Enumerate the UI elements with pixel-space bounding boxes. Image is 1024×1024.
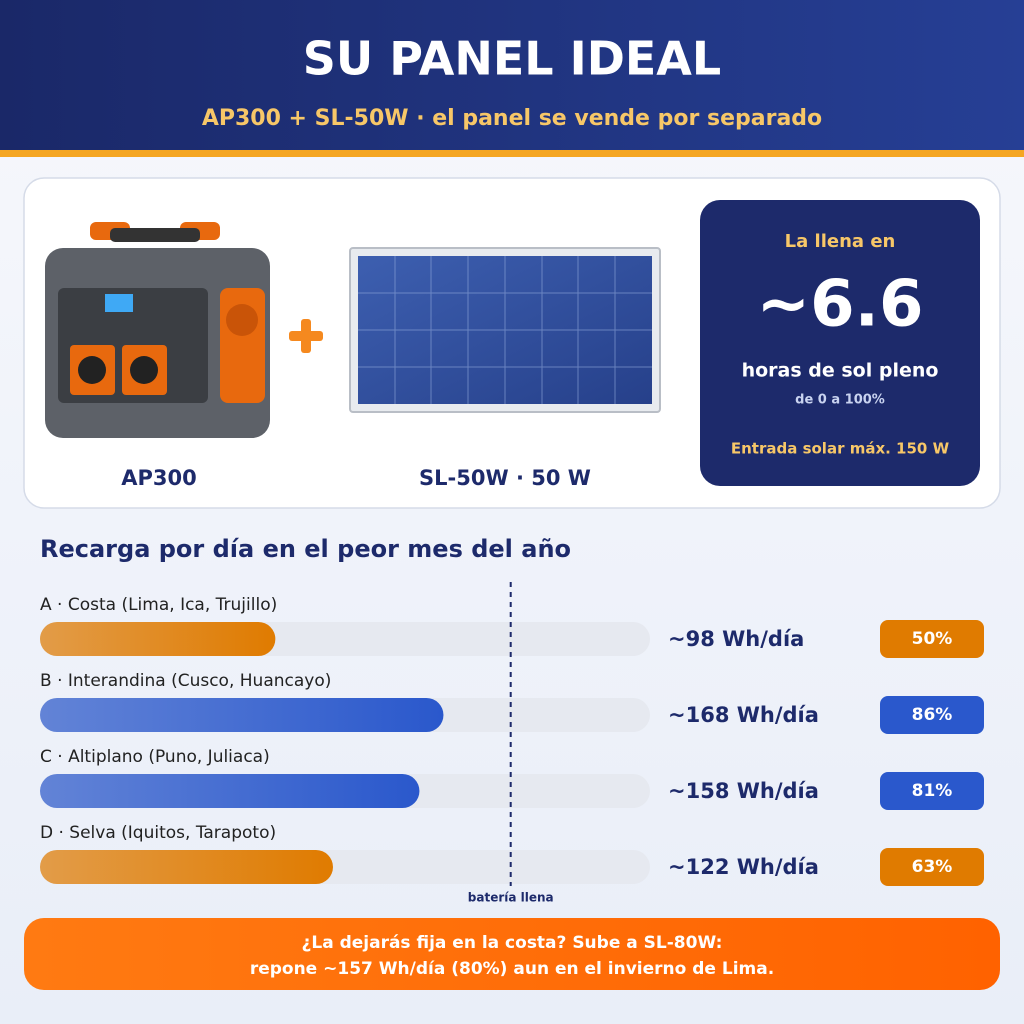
category-label: A · Costa (Lima, Ica, Trujillo) [40,595,277,615]
callout-lead: La llena en [785,231,896,252]
bar-chart: A · Costa (Lima, Ica, Trujillo) ~98 Wh/dí… [40,582,984,905]
reference-label: batería llena [468,891,554,905]
product-name: AP300 [121,466,196,490]
percent-badge [880,696,984,734]
bar [40,622,276,656]
subtitle: AP300 + SL-50W · el panel se vende por s… [202,106,822,131]
header-stripe [0,150,1024,157]
footer-banner [24,918,1000,990]
callout-value: ~6.6 [757,268,924,342]
callout-box [700,200,980,486]
bar [40,850,333,884]
percent-badge [880,620,984,658]
footer-line: repone ~157 Wh/día (80%) aun en el invie… [250,959,774,979]
percent-label: 81% [912,781,953,801]
percent-label: 50% [912,629,953,649]
value-label: ~168 Wh/día [668,703,819,727]
value-label: ~158 Wh/día [668,779,819,803]
category-label: C · Altiplano (Puno, Juliaca) [40,747,270,767]
percent-label: 63% [912,857,953,877]
title: SU PANEL IDEAL [303,32,721,86]
percent-label: 86% [912,705,953,725]
power-station-image [45,222,270,438]
value-label: ~122 Wh/día [668,855,819,879]
header [0,0,1024,150]
solar-panel-image [349,247,661,413]
bar [40,774,420,808]
percent-badge [880,772,984,810]
category-label: D · Selva (Iquitos, Tarapoto) [40,823,276,843]
chart-title: Recarga por día en el peor mes del año [40,535,571,563]
value-label: ~98 Wh/día [668,627,804,651]
percent-badge [880,848,984,886]
category-label: B · Interandina (Cusco, Huancayo) [40,671,331,691]
callout-unit: horas de sol pleno [742,360,939,382]
footer-line: ¿La dejarás fija en la costa? Sube a SL-… [302,933,723,953]
bar [40,698,444,732]
plus-icon [289,319,323,353]
callout-note: Entrada solar máx. 150 W [731,440,950,458]
callout-range: de 0 a 100% [795,393,885,408]
product-name: SL-50W · 50 W [419,466,591,490]
